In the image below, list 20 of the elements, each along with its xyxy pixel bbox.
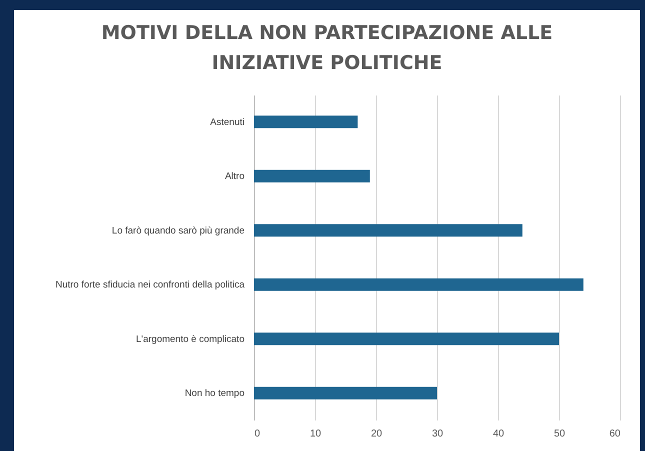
x-tick-label: 40	[492, 428, 504, 440]
bar	[254, 116, 358, 128]
y-tick-label: Astenuti	[210, 116, 244, 128]
bar	[254, 386, 437, 400]
y-tick-label: L'argomento è complicato	[136, 334, 244, 345]
x-tick-label: 30	[432, 428, 444, 440]
x-tick-label: 50	[554, 428, 566, 440]
x-tick-label: 10	[310, 428, 322, 440]
bar	[254, 170, 370, 182]
bar	[254, 332, 559, 346]
bar	[254, 224, 522, 237]
bar	[254, 278, 584, 291]
y-tick-label: Non ho tempo	[184, 388, 244, 400]
x-tick-label: 0	[254, 428, 260, 440]
y-tick-label: Altro	[224, 171, 244, 182]
y-tick-label: Nutro forte sfiducia nei confronti della politica	[55, 280, 246, 291]
x-tick-label: 60	[609, 428, 621, 440]
y-tick-label: Lo farò quando sarò più grande	[112, 225, 244, 236]
x-tick-label: 20	[370, 428, 382, 440]
chart-title: MOTIVI DELLA NON PARTECIPAZIONE ALLE INIZIATIVE POLITICHE	[101, 22, 553, 74]
